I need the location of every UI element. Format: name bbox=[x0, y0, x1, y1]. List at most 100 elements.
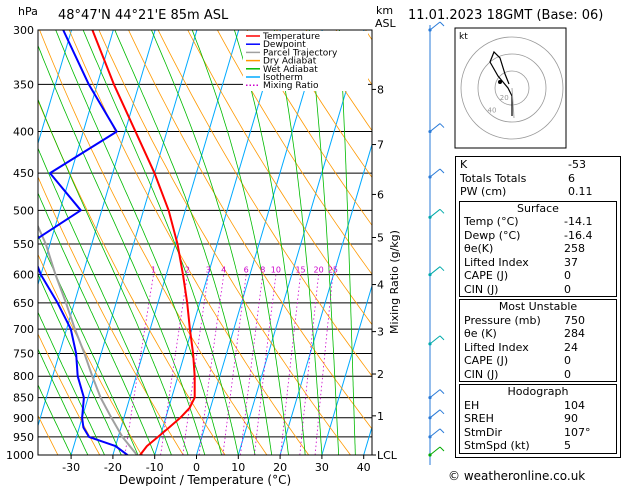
mixing-ratio-label: 20 bbox=[314, 266, 324, 275]
pressure-tick-label: 450 bbox=[13, 167, 34, 180]
hodograph-ring bbox=[460, 36, 564, 140]
wind-barb bbox=[429, 389, 441, 399]
mixing-ratio-label: 3 bbox=[206, 266, 211, 275]
dry-adiabat-line bbox=[68, 30, 310, 455]
km-tick-label: 7 bbox=[377, 139, 384, 152]
mixing-ratio-line bbox=[124, 274, 154, 455]
legend-entry: Dewpoint bbox=[263, 40, 306, 50]
hodograph-kt-label: kt bbox=[459, 32, 468, 42]
dry-adiabat-line bbox=[217, 30, 372, 275]
pressure-tick-label: 400 bbox=[13, 126, 34, 139]
wind-barb bbox=[429, 409, 441, 419]
pressure-tick-label: 500 bbox=[13, 204, 34, 217]
hodograph-ring bbox=[477, 53, 547, 123]
header-hpa: hPa bbox=[18, 5, 38, 18]
dry-adiabat-line bbox=[276, 30, 372, 179]
hodograph-ring-label: 20 bbox=[500, 94, 509, 102]
temperature-tick-label: 30 bbox=[315, 461, 329, 474]
wind-barb bbox=[429, 335, 441, 345]
pressure-tick-label: 950 bbox=[13, 431, 34, 444]
isotherm-line bbox=[237, 30, 365, 455]
temperature-tick-label: 10 bbox=[231, 461, 245, 474]
wet-adiabat-line bbox=[339, 30, 356, 455]
indices-table: K -53 Totals Totals 6 PW (cm) 0.11 Surface … bbox=[455, 156, 621, 458]
hodograph-point bbox=[498, 80, 502, 84]
km-tick-label: 3 bbox=[377, 326, 384, 339]
dry-adiabat-line bbox=[38, 175, 184, 455]
isotherm-line bbox=[279, 142, 372, 455]
mixing-ratio-line bbox=[182, 274, 209, 455]
index-k: K -53 bbox=[460, 158, 586, 171]
mixing-ratio-line bbox=[314, 274, 334, 455]
mixing-ratio-line bbox=[254, 274, 277, 455]
km-tick-label: 6 bbox=[377, 188, 384, 201]
isotherm-line bbox=[112, 30, 240, 455]
wet-adiabat-line bbox=[308, 30, 339, 455]
x-axis-label: Dewpoint / Temperature (°C) bbox=[119, 473, 291, 486]
dry-adiabat-line bbox=[187, 30, 372, 326]
hodograph-trace bbox=[489, 50, 513, 116]
temperature-tick-label: 40 bbox=[357, 461, 371, 474]
isotherm-line bbox=[154, 30, 281, 455]
isotherm-line bbox=[70, 30, 198, 455]
mixing-ratio-label: 15 bbox=[295, 266, 305, 275]
wet-adiabat-line bbox=[38, 44, 206, 455]
surface-dewp: Dewp (°C) -16.4 bbox=[464, 228, 593, 242]
wind-barb-flag bbox=[439, 168, 445, 174]
km-tick-label: 8 bbox=[377, 83, 384, 96]
wind-barb-flag bbox=[439, 335, 445, 341]
dry-adiabat-line bbox=[98, 30, 351, 455]
dry-adiabat-line bbox=[128, 30, 372, 430]
header-datetime: 11.01.2023 18GMT (Base: 06) bbox=[408, 8, 604, 23]
wind-barb bbox=[429, 21, 441, 31]
km-tick-label: 4 bbox=[377, 279, 384, 292]
legend-entry: Temperature bbox=[262, 32, 320, 42]
pressure-tick-label: 900 bbox=[13, 412, 34, 425]
isotherm-line bbox=[38, 30, 156, 428]
index-totals: Totals Totals 6 bbox=[460, 171, 575, 185]
wind-barb bbox=[429, 446, 441, 456]
hodo-stmspd: StmSpd (kt) 5 bbox=[464, 439, 571, 452]
parcel-trajectory-line bbox=[38, 224, 138, 455]
pressure-tick-label: 600 bbox=[13, 269, 34, 282]
plot-frame bbox=[37, 29, 373, 456]
pressure-tick-label: 350 bbox=[13, 78, 34, 91]
dry-adiabat-line bbox=[39, 30, 268, 455]
wind-barb-flag bbox=[439, 446, 445, 452]
dewpoint-line bbox=[38, 30, 129, 455]
km-tick-label: 2 bbox=[377, 368, 384, 381]
isotherm-line bbox=[38, 30, 114, 287]
temperature-tick-label: -30 bbox=[62, 461, 80, 474]
mixing-ratio-label: 6 bbox=[244, 266, 249, 275]
mu-thetae: θe (K) 284 bbox=[464, 327, 585, 340]
legend-entry: Dry Adiabat bbox=[263, 57, 317, 67]
wind-barb-flag bbox=[439, 389, 445, 394]
hodo-title: Hodograph bbox=[507, 385, 569, 398]
surface-li: Lifted Index 37 bbox=[464, 255, 578, 269]
pressure-tick-label: 550 bbox=[13, 238, 34, 251]
wind-barb-flag bbox=[439, 266, 445, 272]
hodograph-ring-label: 40 bbox=[488, 106, 497, 114]
most-unstable-box: Most Unstable Pressure (mb) 750 θe (K) 284… bbox=[459, 299, 617, 382]
wet-adiabat-line bbox=[38, 233, 139, 455]
mixing-ratio-label: 4 bbox=[221, 266, 226, 275]
mixing-ratio-line bbox=[280, 274, 301, 455]
header-asl: ASL bbox=[375, 17, 396, 30]
legend-entry: Mixing Ratio bbox=[263, 81, 319, 91]
mixing-ratio-line bbox=[160, 274, 188, 455]
wet-adiabat-line bbox=[38, 273, 122, 455]
hodo-eh: EH 104 bbox=[464, 398, 585, 412]
dry-adiabat-line bbox=[38, 253, 142, 455]
wet-adiabat-line bbox=[234, 30, 306, 455]
surface-cin: CIN (J) 0 bbox=[464, 282, 571, 296]
isotherm-line bbox=[321, 284, 372, 455]
pressure-tick-label: 750 bbox=[13, 347, 34, 360]
pressure-tick-label: 850 bbox=[13, 392, 34, 405]
wind-barb-flag bbox=[439, 123, 445, 128]
surface-temp: Temp (°C) -14.1 bbox=[464, 215, 593, 228]
km-tick-label: LCL bbox=[377, 449, 398, 462]
wet-adiabat-line bbox=[38, 147, 172, 455]
wet-adiabat-line bbox=[55, 30, 222, 455]
wet-adiabat-line bbox=[151, 30, 273, 455]
legend-box bbox=[243, 31, 368, 91]
